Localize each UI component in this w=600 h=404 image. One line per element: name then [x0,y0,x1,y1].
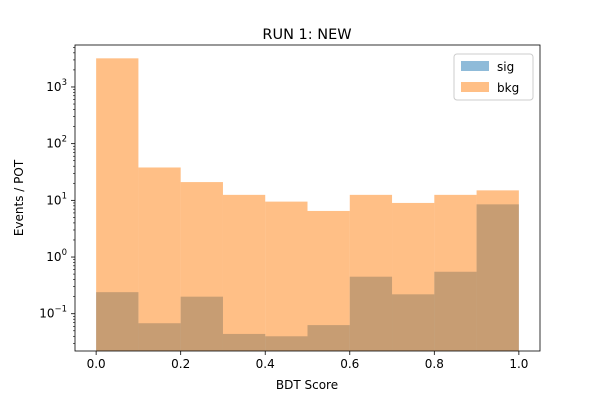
bar-bkg-1 [138,167,181,351]
bar-bkg-5 [307,210,350,351]
chart-title: RUN 1: NEW [262,27,351,43]
y-tick-label: 10−1 [39,305,67,321]
x-tick-label: 0.6 [340,357,359,371]
bar-bkg-3 [222,194,266,351]
legend-label-sig: sig [497,60,514,74]
bar-bkg-6 [349,194,393,351]
y-axis-label: Events / POT [12,159,26,236]
y-tick-label: 102 [46,135,67,151]
bar-bkg-0 [96,58,139,352]
bar-bkg-8 [434,194,477,351]
bars-group [96,58,519,352]
bar-bkg-7 [392,202,435,351]
x-tick-label: 1.0 [509,357,528,371]
y-tick-label: 101 [46,191,67,207]
x-tick-label: 0.4 [256,357,275,371]
plot-frame [74,44,541,352]
x-tick-label: 0.8 [425,357,444,371]
y-tick-label: 103 [46,78,67,94]
legend-swatch-bkg [461,82,489,92]
legend-box [453,53,534,101]
legend: sig bkg [453,53,534,101]
x-axis-label: BDT Score [276,378,338,392]
bar-bkg-2 [180,182,223,351]
legend-label-bkg: bkg [497,81,519,95]
legend-swatch-sig [461,61,489,71]
x-tick-label: 0.0 [87,357,106,371]
x-tick-label: 0.2 [171,357,190,371]
bar-bkg-9 [476,190,519,351]
bar-bkg-4 [265,201,308,351]
axes-group: 0.0 0.2 0.4 0.6 0.8 1.0 10−1 100 101 102 103 [39,44,541,371]
y-tick-label: 100 [46,248,67,264]
